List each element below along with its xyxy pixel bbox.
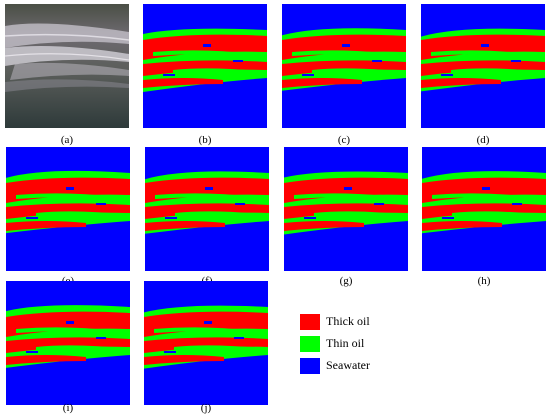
panel-g-caption: (g) bbox=[339, 275, 353, 287]
panel-c-caption: (c) bbox=[337, 134, 351, 146]
thin-oil-region bbox=[16, 193, 116, 200]
thick-oil-region bbox=[284, 221, 364, 231]
seawater-region bbox=[235, 203, 245, 205]
thin-oil-region bbox=[292, 50, 392, 57]
thin-oil-region bbox=[153, 50, 253, 57]
panel-d-classification bbox=[421, 4, 545, 128]
legend-swatch-thin-oil bbox=[300, 336, 320, 352]
panel-d-caption: (d) bbox=[476, 134, 490, 146]
thin-oil-region bbox=[294, 193, 394, 200]
seawater-region bbox=[96, 337, 106, 339]
seawater-region bbox=[342, 44, 350, 47]
panel-b-caption: (b) bbox=[198, 134, 212, 146]
classification-map-f bbox=[145, 147, 269, 271]
thick-oil-region bbox=[282, 78, 362, 88]
classification-map-c bbox=[282, 4, 406, 128]
thin-oil-region bbox=[16, 327, 116, 334]
panel-a-caption: (a) bbox=[60, 134, 74, 146]
seawater-region bbox=[165, 217, 177, 219]
panel-f-classification bbox=[145, 147, 269, 271]
seawater-region bbox=[511, 60, 521, 62]
classification-map-j bbox=[144, 281, 268, 405]
legend-label: Thin oil bbox=[326, 336, 365, 350]
classification-map-e bbox=[6, 147, 130, 271]
thin-oil-region bbox=[36, 211, 130, 217]
thin-oil-region bbox=[431, 50, 531, 57]
sar-photo-image bbox=[5, 4, 129, 128]
thin-oil-region bbox=[314, 211, 408, 217]
panel-h-classification bbox=[422, 147, 546, 271]
seawater-region bbox=[372, 60, 382, 62]
seawater-region bbox=[234, 337, 244, 339]
classification-map-g bbox=[284, 147, 408, 271]
thin-oil-region bbox=[174, 345, 268, 351]
thin-oil-region bbox=[452, 211, 546, 217]
thin-oil-region bbox=[432, 193, 532, 200]
seawater-region bbox=[66, 321, 74, 324]
panel-c-classification bbox=[282, 4, 406, 128]
thin-oil-region bbox=[173, 68, 267, 74]
thin-oil-region bbox=[155, 193, 255, 200]
seawater-region bbox=[512, 203, 522, 205]
seawater-region bbox=[482, 187, 490, 190]
panel-e-classification bbox=[6, 147, 130, 271]
seawater-region bbox=[163, 74, 175, 76]
panel-a-photo bbox=[5, 4, 129, 128]
seawater-region bbox=[26, 217, 38, 219]
panel-i-caption: (i) bbox=[62, 402, 74, 414]
seawater-region bbox=[96, 203, 106, 205]
thin-oil-region bbox=[36, 345, 130, 351]
classification-map-d bbox=[421, 4, 545, 128]
seawater-region bbox=[26, 351, 38, 353]
classification-map-b bbox=[143, 4, 267, 128]
thick-oil-region bbox=[145, 221, 225, 231]
thin-oil-region bbox=[451, 68, 545, 74]
thick-oil-region bbox=[6, 221, 86, 231]
thin-oil-region bbox=[312, 68, 406, 74]
seawater-region bbox=[233, 60, 243, 62]
legend-label: Thick oil bbox=[326, 314, 370, 328]
seawater-region bbox=[442, 217, 454, 219]
classification-map-i bbox=[6, 281, 130, 405]
thick-oil-region bbox=[422, 221, 502, 231]
panel-j-classification bbox=[144, 281, 268, 405]
legend-swatch-seawater bbox=[300, 358, 320, 374]
seawater-region bbox=[164, 351, 176, 353]
thin-oil-region bbox=[175, 211, 269, 217]
seawater-region bbox=[205, 187, 213, 190]
thin-oil-region bbox=[154, 327, 254, 334]
legend-label: Seawater bbox=[326, 358, 370, 372]
panel-g-classification bbox=[284, 147, 408, 271]
seawater-region bbox=[441, 74, 453, 76]
panel-h-caption: (h) bbox=[477, 275, 491, 287]
seawater-region bbox=[302, 74, 314, 76]
seawater-region bbox=[204, 321, 212, 324]
classification-map-h bbox=[422, 147, 546, 271]
seawater-region bbox=[66, 187, 74, 190]
panel-b-classification bbox=[143, 4, 267, 128]
legend-swatch-thick-oil bbox=[300, 314, 320, 330]
panel-i-classification bbox=[6, 281, 130, 405]
seawater-region bbox=[203, 44, 211, 47]
seawater-region bbox=[481, 44, 489, 47]
seawater-region bbox=[304, 217, 316, 219]
panel-j-caption: (j) bbox=[200, 402, 212, 414]
thick-oil-region bbox=[143, 78, 223, 88]
seawater-region bbox=[374, 203, 384, 205]
thick-oil-region bbox=[421, 78, 501, 88]
seawater-region bbox=[344, 187, 352, 190]
thick-oil-region bbox=[144, 355, 224, 365]
thick-oil-region bbox=[6, 355, 86, 365]
